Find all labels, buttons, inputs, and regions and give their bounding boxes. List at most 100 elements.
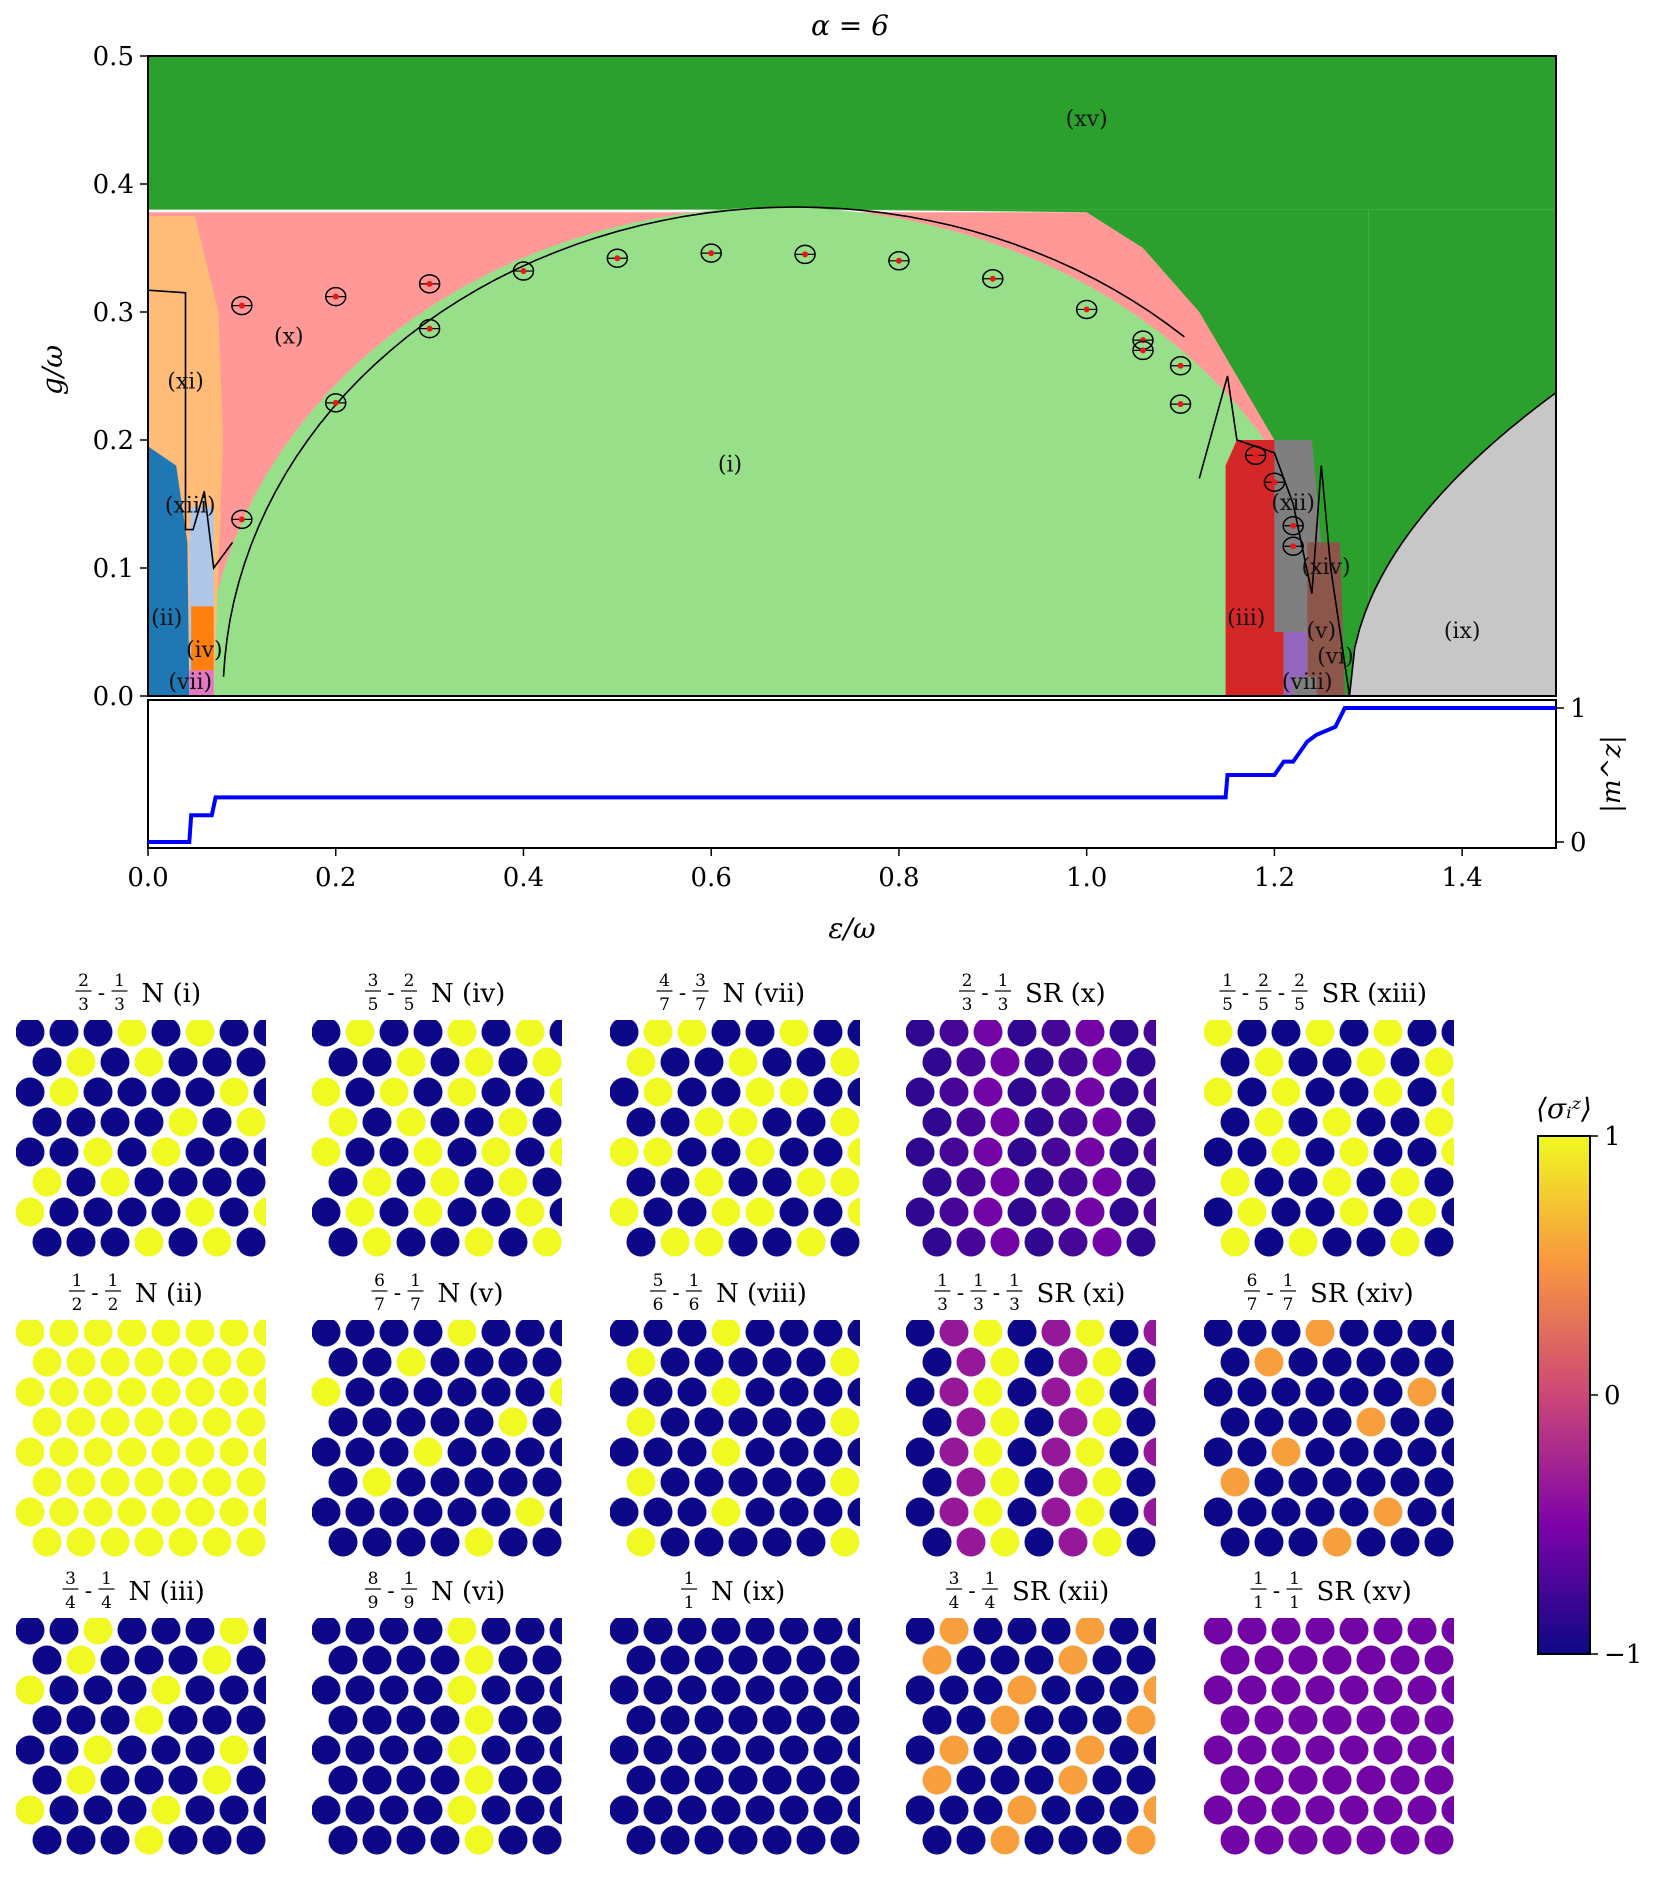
- lattice-site: [1459, 1766, 1488, 1795]
- lattice-title-dash: -: [672, 1281, 679, 1306]
- lattice-site: [779, 1077, 809, 1107]
- lattice-site: [413, 1795, 443, 1825]
- lattice-title-numerator: 2: [78, 971, 89, 991]
- lattice-title-denominator: 5: [368, 995, 379, 1015]
- lattice-site: [711, 1320, 741, 1347]
- lattice-site: [745, 1197, 775, 1227]
- lattice-site: [117, 1497, 147, 1527]
- region-label-iii: (iii): [1227, 606, 1265, 631]
- lattice-site: [396, 1765, 426, 1795]
- lattice-site: [1288, 1645, 1318, 1675]
- lattice-site: [464, 1167, 494, 1197]
- lattice-site: [66, 1227, 96, 1257]
- lattice-site: [185, 1137, 215, 1167]
- lattice-site: [312, 1197, 341, 1227]
- lattice-site: [1143, 1795, 1156, 1825]
- lattice-site: [117, 1020, 147, 1047]
- lattice-site: [694, 1527, 724, 1557]
- lattice-site: [1041, 1437, 1071, 1467]
- lattice-site: [1305, 1735, 1335, 1765]
- lattice-site: [1024, 1347, 1054, 1377]
- lattice-title-numerator: 1: [72, 1271, 83, 1291]
- region-label-viii: (viii): [1282, 670, 1333, 695]
- lattice-site: [1058, 1227, 1088, 1257]
- lattice-site: [83, 1795, 113, 1825]
- x-tick-label: 1.4: [1441, 863, 1482, 893]
- lattice-site: [134, 1047, 164, 1077]
- lattice-site: [1424, 1645, 1454, 1675]
- lattice-site: [1356, 1107, 1386, 1137]
- gray-boundary: [1348, 391, 1557, 697]
- lattice-site: [1041, 1377, 1071, 1407]
- lattice-site: [990, 1407, 1020, 1437]
- lattice-site: [779, 1497, 809, 1527]
- lattice-site: [711, 1618, 741, 1645]
- lattice-site: [1390, 1705, 1420, 1735]
- lattice-site: [498, 1645, 528, 1675]
- lattice-site: [396, 1407, 426, 1437]
- lattice-title-numerator: 3: [695, 971, 706, 991]
- lattice-site: [677, 1020, 707, 1047]
- lattice-site: [1459, 1706, 1488, 1735]
- lattice-site: [328, 1047, 358, 1077]
- lattice-site: [168, 1765, 198, 1795]
- lattice-site: [762, 1645, 792, 1675]
- boundary-marker-dot: [708, 250, 715, 257]
- lattice-site: [328, 1167, 358, 1197]
- lattice-site: [830, 1467, 860, 1497]
- lattice-site: [1075, 1320, 1105, 1347]
- lattice-site: [1288, 1467, 1318, 1497]
- lattice-site: [312, 1437, 341, 1467]
- lattice-site: [66, 1347, 96, 1377]
- lattice-site: [1322, 1347, 1352, 1377]
- lattice-sites: [1204, 1320, 1454, 1557]
- main-frame: [147, 55, 1557, 697]
- lattice-site: [1322, 1107, 1352, 1137]
- lattice-site: [906, 1020, 935, 1047]
- lattice-site: [1271, 1320, 1301, 1347]
- lattice-title-dash: -: [1242, 981, 1249, 1006]
- lattice-site: [694, 1645, 724, 1675]
- lattice-site: [1339, 1437, 1369, 1467]
- lattice-site: [549, 1077, 562, 1107]
- lattice-panel-v: 6 7-1 7 N (v): [312, 1271, 562, 1557]
- lattice-site: [779, 1618, 809, 1645]
- lattice-site: [1373, 1377, 1403, 1407]
- lattice-site: [813, 1675, 843, 1705]
- lattice-site: [847, 1137, 860, 1167]
- lattice-site: [1356, 1467, 1386, 1497]
- lattice-site: [430, 1167, 460, 1197]
- lattice-title-xv: 1 1-1 1 SR (xv): [1250, 1569, 1412, 1613]
- lattice-site: [362, 1645, 392, 1675]
- lattice-site: [1407, 1077, 1437, 1107]
- lattice-site: [906, 1377, 935, 1407]
- lattice-site: [464, 1407, 494, 1437]
- lattice-site: [830, 1047, 860, 1077]
- lattice-site: [362, 1467, 392, 1497]
- lattice-site: [922, 1825, 952, 1855]
- lattice-site: [66, 1107, 96, 1137]
- lattice-site: [236, 1527, 266, 1557]
- lattice-site: [779, 1795, 809, 1825]
- lattice-site: [762, 1347, 792, 1377]
- lattice-title-dash: -: [394, 1281, 401, 1306]
- lattice-site: [1390, 1167, 1420, 1197]
- lattice-site: [1441, 1675, 1454, 1705]
- lattice-site: [271, 1468, 300, 1497]
- lattice-site: [515, 1320, 545, 1347]
- lattice-site: [1424, 1705, 1454, 1735]
- lattice-site: [430, 1047, 460, 1077]
- lattice-site: [202, 1765, 232, 1795]
- lattice-site: [328, 1227, 358, 1257]
- lattice-title-dash: -: [968, 1579, 975, 1604]
- lattice-site: [1126, 1645, 1156, 1675]
- lattice-site: [1126, 1227, 1156, 1257]
- lattice-site: [1356, 1765, 1386, 1795]
- lattice-site: [100, 1407, 130, 1437]
- lattice-site: [1024, 1407, 1054, 1437]
- lattice-site: [134, 1765, 164, 1795]
- lattice-site: [990, 1645, 1020, 1675]
- lattice-title-text: N (ii): [135, 1279, 203, 1309]
- lattice-site: [677, 1497, 707, 1527]
